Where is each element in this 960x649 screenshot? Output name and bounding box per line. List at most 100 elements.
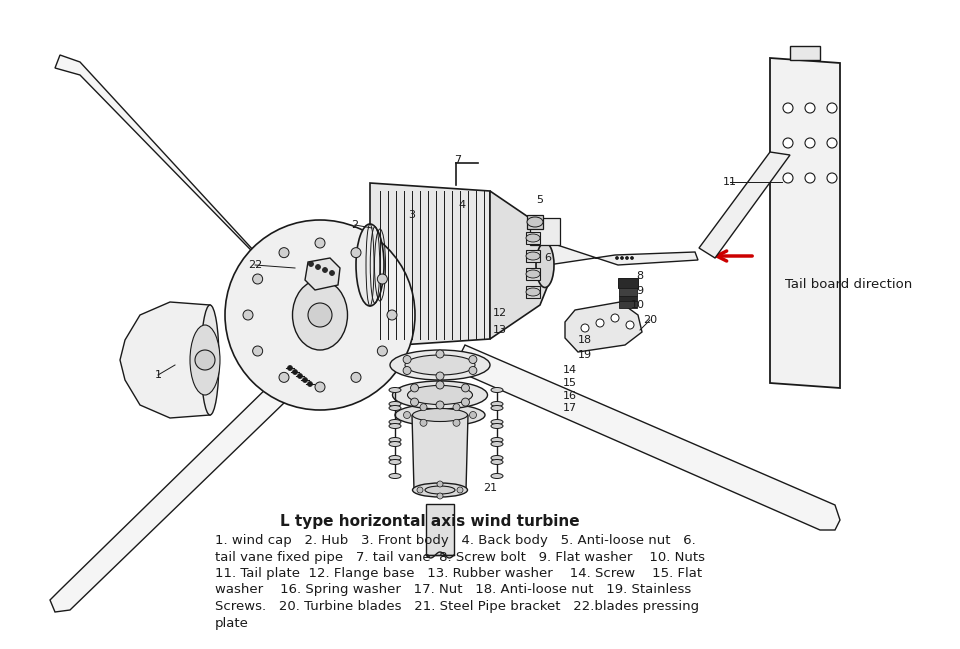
Circle shape (293, 369, 298, 374)
Ellipse shape (425, 486, 455, 494)
Circle shape (453, 404, 460, 411)
Ellipse shape (491, 424, 503, 428)
Circle shape (252, 346, 263, 356)
Ellipse shape (491, 459, 503, 465)
Ellipse shape (190, 325, 220, 395)
Polygon shape (370, 183, 490, 347)
Text: 21: 21 (483, 483, 497, 493)
Circle shape (436, 401, 444, 409)
Circle shape (225, 220, 415, 410)
Text: 22: 22 (248, 260, 262, 270)
Circle shape (411, 384, 419, 392)
Circle shape (279, 248, 289, 258)
Ellipse shape (389, 424, 401, 428)
Ellipse shape (389, 387, 401, 393)
Circle shape (437, 481, 443, 487)
Polygon shape (699, 152, 790, 258)
Circle shape (805, 138, 815, 148)
Circle shape (243, 310, 253, 320)
Circle shape (437, 493, 443, 499)
Circle shape (827, 103, 837, 113)
Text: 5: 5 (537, 195, 543, 205)
Circle shape (411, 398, 419, 406)
Ellipse shape (491, 456, 503, 461)
Ellipse shape (526, 288, 540, 296)
Text: 16: 16 (563, 391, 577, 401)
Circle shape (387, 310, 397, 320)
Circle shape (417, 487, 423, 493)
Circle shape (626, 256, 629, 260)
Text: tail vane fixed pipe   7. tail vane  8. Screw bolt   9. Flat washer    10. Nuts: tail vane fixed pipe 7. tail vane 8. Scr… (215, 550, 705, 563)
Circle shape (783, 103, 793, 113)
Circle shape (783, 173, 793, 183)
Polygon shape (55, 55, 310, 290)
Ellipse shape (389, 456, 401, 461)
Polygon shape (455, 345, 840, 530)
Ellipse shape (407, 386, 472, 404)
Circle shape (316, 265, 321, 269)
Circle shape (403, 411, 411, 419)
Ellipse shape (491, 437, 503, 443)
Ellipse shape (393, 381, 488, 409)
Circle shape (596, 319, 604, 327)
Text: 11: 11 (723, 177, 737, 187)
Circle shape (457, 487, 463, 493)
Circle shape (298, 374, 302, 378)
Polygon shape (548, 242, 698, 265)
Text: 13: 13 (493, 325, 507, 335)
Polygon shape (618, 278, 638, 288)
Polygon shape (412, 415, 468, 490)
Polygon shape (526, 250, 540, 262)
Text: 19: 19 (578, 350, 592, 360)
Text: 17: 17 (563, 403, 577, 413)
Polygon shape (526, 286, 540, 298)
Ellipse shape (389, 474, 401, 478)
Polygon shape (526, 268, 540, 280)
Ellipse shape (389, 437, 401, 443)
Ellipse shape (526, 252, 540, 260)
Circle shape (302, 378, 307, 382)
Polygon shape (490, 191, 548, 339)
Text: 8: 8 (636, 271, 643, 281)
Circle shape (783, 138, 793, 148)
Text: L type horizontal axis wind turbine: L type horizontal axis wind turbine (280, 514, 580, 529)
Ellipse shape (389, 441, 401, 447)
Circle shape (436, 350, 444, 358)
Circle shape (631, 256, 634, 260)
Ellipse shape (389, 406, 401, 411)
Circle shape (827, 138, 837, 148)
Circle shape (626, 321, 634, 329)
Ellipse shape (201, 305, 219, 415)
Circle shape (351, 373, 361, 382)
Ellipse shape (413, 483, 468, 497)
Text: Tail board direction: Tail board direction (785, 278, 912, 291)
Circle shape (453, 419, 460, 426)
Ellipse shape (526, 234, 540, 242)
Circle shape (581, 324, 589, 332)
Circle shape (611, 314, 619, 322)
Text: 7: 7 (454, 155, 462, 165)
Polygon shape (619, 288, 637, 296)
Ellipse shape (405, 355, 475, 375)
Circle shape (252, 274, 263, 284)
Polygon shape (565, 302, 642, 352)
Circle shape (469, 411, 476, 419)
Ellipse shape (395, 404, 485, 426)
Polygon shape (619, 301, 637, 308)
Polygon shape (305, 258, 340, 290)
Circle shape (620, 256, 623, 260)
Polygon shape (120, 302, 210, 418)
Ellipse shape (491, 474, 503, 478)
Circle shape (323, 267, 327, 273)
Text: 12: 12 (492, 308, 507, 318)
Ellipse shape (390, 350, 490, 380)
Polygon shape (770, 58, 840, 388)
Circle shape (377, 274, 387, 284)
Text: 6: 6 (544, 253, 551, 263)
Ellipse shape (491, 441, 503, 447)
Circle shape (827, 173, 837, 183)
Text: 10: 10 (631, 300, 645, 310)
Circle shape (195, 350, 215, 370)
Circle shape (351, 248, 361, 258)
Text: Screws.   20. Turbine blades   21. Steel Pipe bracket   22.blades pressing: Screws. 20. Turbine blades 21. Steel Pip… (215, 600, 699, 613)
